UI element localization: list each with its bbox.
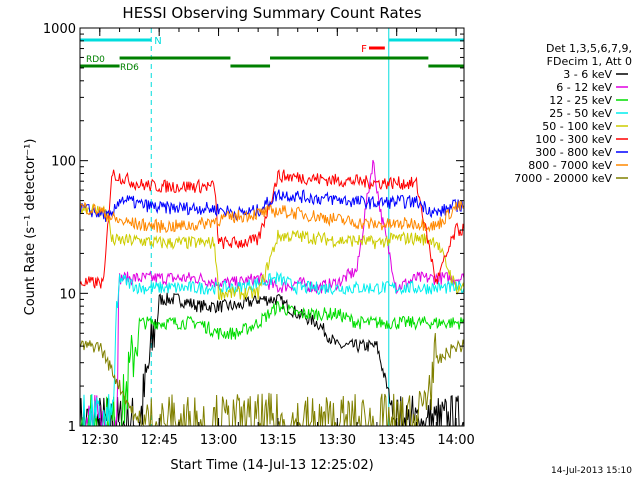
legend-header: FDecim 1, Att 0 [547,55,632,68]
series-line-5 [80,169,464,289]
x-tick-label: 13:15 [259,433,296,448]
legend-label: 800 - 7000 keV [528,159,612,172]
legend-label: 7000 - 20000 keV [514,172,612,185]
axes: 12:30 12:45 13:00 13:15 13:30 13:45 14:00 1 10 10… [43,22,475,448]
x-tick-label: 13:00 [200,433,237,448]
legend-label: 50 - 100 keV [542,120,612,133]
legend-label: 12 - 25 keV [549,94,612,107]
series-line-3 [80,271,464,426]
series-line-6 [80,189,464,222]
x-tick-label: 14:00 [437,433,474,448]
x-tick-label: 13:30 [319,433,356,448]
chart-title: HESSI Observing Summary Count Rates [122,4,421,22]
annotation-label-f: F [361,44,367,55]
y-tick-label: 100 [51,155,76,170]
annotation-label-rd6: RD6 [120,63,139,73]
series-line-0 [80,292,464,426]
y-tick-label: 10 [59,287,76,302]
x-tick-label: 13:45 [378,433,415,448]
legend: Det 1,3,5,6,7,9,FDecim 1, Att 03 - 6 keV… [514,42,632,185]
series-line-2 [80,300,464,426]
legend-header: Det 1,3,5,6,7,9, [546,42,632,55]
x-tick-label: 12:30 [81,433,118,448]
legend-label: 300 - 800 keV [535,146,612,159]
legend-label: 6 - 12 keV [556,81,612,94]
annotation-label-rd0: RD0 [86,55,105,65]
y-tick-label: 1000 [43,22,76,37]
x-tick-label: 12:45 [140,433,177,448]
plot-content [80,28,464,426]
series-line-7 [80,200,464,234]
series-line-8 [80,332,464,426]
annotations: N RD0 RD6 F [86,36,367,73]
footer-timestamp: 14-Jul-2013 15:10 [551,466,632,476]
annotation-label-n: N [154,36,161,47]
y-axis-label: Count Rate (s⁻¹ detector⁻¹) [23,139,38,316]
series-line-4 [80,200,464,301]
legend-label: 3 - 6 keV [563,68,612,81]
x-axis-label: Start Time (14-Jul-13 12:25:02) [170,458,373,473]
plot-frame [79,27,465,427]
legend-label: 25 - 50 keV [549,107,612,120]
legend-label: 100 - 300 keV [535,133,612,146]
y-tick-label: 1 [68,420,76,435]
